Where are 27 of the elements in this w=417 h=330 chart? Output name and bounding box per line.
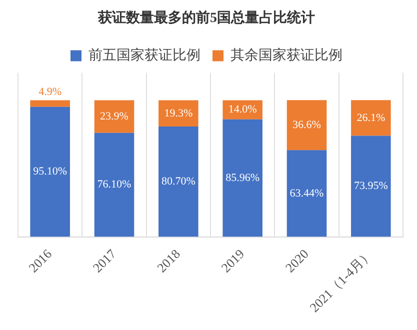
data-label: 14.0% (228, 104, 257, 116)
legend-label: 其余国家获证比例 (230, 47, 342, 64)
bar (30, 100, 70, 107)
data-label: 73.95% (354, 180, 388, 192)
data-label: 85.96% (226, 172, 260, 184)
bar (286, 150, 327, 237)
bar (222, 119, 262, 237)
data-label: 26.1% (356, 112, 386, 124)
data-label: 63.44% (290, 187, 324, 200)
data-label: 36.6% (292, 119, 321, 132)
data-label: 4.9% (38, 86, 62, 98)
chart-title: 获证数量最多的前5国总量占比统计 (97, 9, 315, 26)
legend-label: 前五国家获证比例 (88, 47, 200, 64)
bar (286, 100, 327, 150)
bar (222, 100, 262, 120)
data-label: 95.10% (33, 166, 68, 178)
bar (30, 106, 70, 237)
data-label: 80.70% (161, 176, 196, 188)
data-label: 19.3% (164, 107, 193, 120)
bar (158, 100, 198, 127)
bar (94, 132, 134, 237)
bar (94, 100, 134, 133)
bar (351, 100, 391, 136)
bar (158, 126, 198, 237)
bar (351, 136, 391, 237)
data-label: 23.9% (100, 110, 128, 122)
data-label: 76.10% (97, 178, 132, 191)
